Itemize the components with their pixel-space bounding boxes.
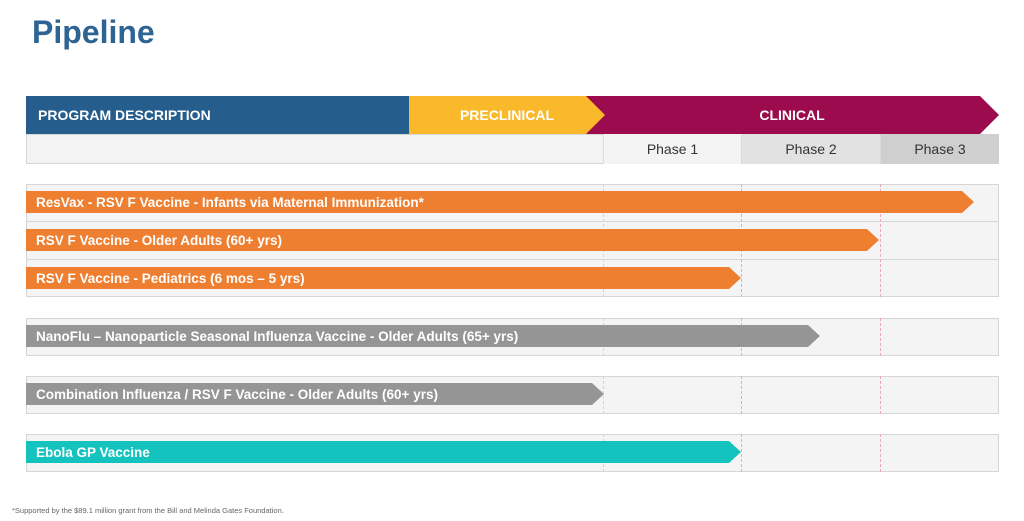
phase-2-gridline bbox=[741, 434, 742, 472]
phase-2-gridline bbox=[741, 376, 742, 414]
phase-2-header: Phase 2 bbox=[741, 134, 880, 164]
footnote: *Supported by the $89.1 million grant fr… bbox=[12, 506, 284, 515]
header-preclinical: PRECLINICAL bbox=[409, 96, 605, 134]
phase-3-gridline bbox=[880, 318, 881, 356]
phase-1-gridline bbox=[603, 376, 604, 414]
phase-3-gridline bbox=[880, 184, 881, 297]
header-clinical: CLINICAL bbox=[585, 96, 999, 134]
row-divider bbox=[26, 221, 999, 222]
phase-1-header: Phase 1 bbox=[603, 134, 741, 164]
program-bar-nanoflu: NanoFlu – Nanoparticle Seasonal Influenz… bbox=[26, 325, 820, 347]
program-bar-combination: Combination Influenza / RSV F Vaccine - … bbox=[26, 383, 604, 405]
program-bar-rsv-pediatrics: RSV F Vaccine - Pediatrics (6 mos – 5 yr… bbox=[26, 267, 741, 289]
phase-3-gridline bbox=[880, 434, 881, 472]
phase-3-gridline bbox=[880, 376, 881, 414]
phase-3-header: Phase 3 bbox=[880, 134, 999, 164]
program-bar-rsv-older-adults: RSV F Vaccine - Older Adults (60+ yrs) bbox=[26, 229, 879, 251]
header-program-description: PROGRAM DESCRIPTION bbox=[26, 96, 409, 134]
program-bar-ebola: Ebola GP Vaccine bbox=[26, 441, 741, 463]
program-bar-resvax: ResVax - RSV F Vaccine - Infants via Mat… bbox=[26, 191, 974, 213]
page-title: Pipeline bbox=[32, 14, 155, 50]
row-divider bbox=[26, 259, 999, 260]
